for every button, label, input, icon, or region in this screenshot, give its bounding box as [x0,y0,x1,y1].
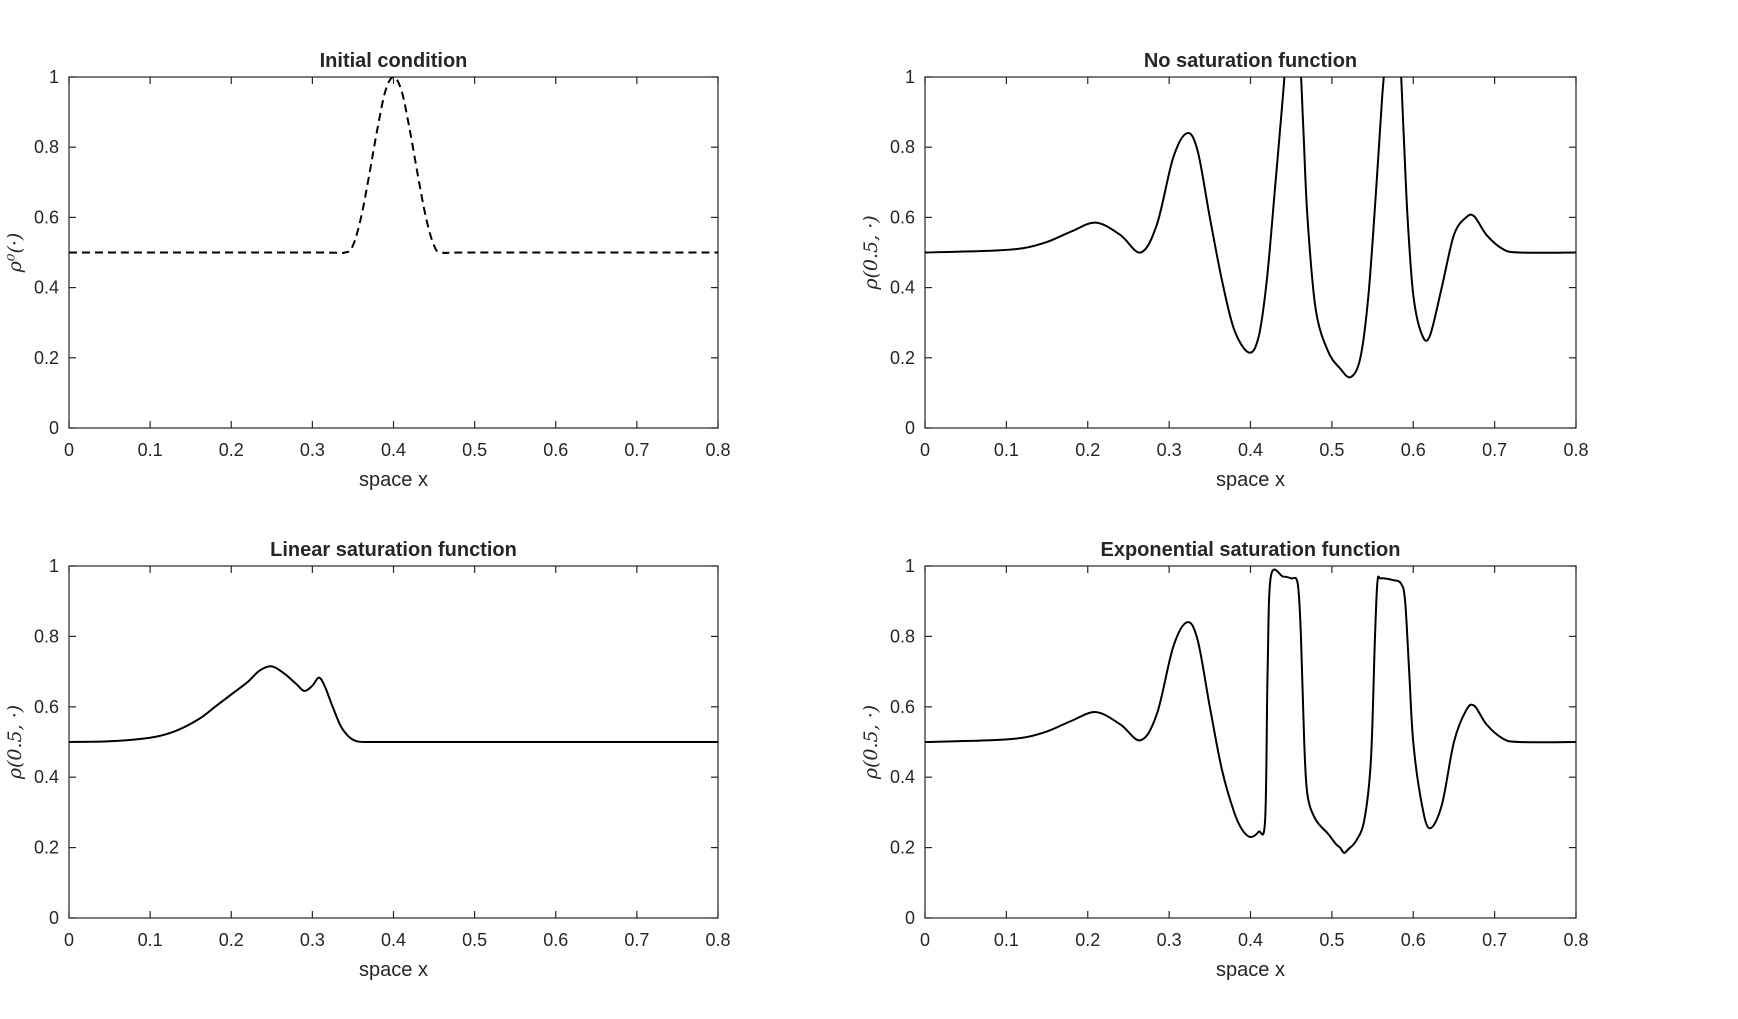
chart-panel-2: 0 0.1 0.2 0.3 0.4 0.5 0.6 0.7 0.8 0 0.2 0.4 0.6 0.8 1 N… [860,50,1589,491]
x-tick-label: 0.6 [1401,440,1426,460]
y-tick-label: 0.8 [34,137,59,157]
y-tick-label: 0 [905,418,915,438]
y-tick-label: 0.6 [34,697,59,717]
x-tick-label: 0.1 [994,930,1019,950]
x-tick-label: 0.4 [1238,440,1263,460]
x-axis-label: space x [1216,469,1285,491]
y-axis-label: ρ⁰(·) [4,233,26,274]
x-tick-label: 0.2 [219,930,244,950]
y-tick-label: 1 [905,67,915,87]
x-tick-label: 0.2 [219,440,244,460]
x-tick-label: 0.7 [624,930,649,950]
x-tick-label: 0.5 [462,440,487,460]
x-tick-label: 0.8 [705,930,730,950]
y-tick-label: 1 [905,556,915,576]
y-tick-label: 1 [49,556,59,576]
y-axis-label: ρ(0.5, ·) [860,705,882,780]
y-tick-label: 0.2 [890,838,915,858]
chart-panel-1: 0 0.1 0.2 0.3 0.4 0.5 0.6 0.7 0.8 0 0.2 0.4 0.6 0.8 1 I… [4,50,731,491]
x-tick-label: 0.1 [994,440,1019,460]
x-tick-label: 0.8 [705,440,730,460]
x-tick-label: 0.6 [1401,930,1426,950]
chart-title: Linear saturation function [270,539,517,561]
series-line-1 [925,77,1576,379]
y-tick-label: 0.2 [890,348,915,368]
x-tick-label: 0.1 [138,930,163,950]
y-tick-label: 0.6 [890,697,915,717]
x-tick-label: 0 [64,930,74,950]
y-tick-label: 0.6 [34,207,59,227]
x-tick-label: 0 [920,440,930,460]
x-tick-label: 0.8 [1563,440,1588,460]
y-tick-label: 0.4 [890,767,915,787]
y-tick-label: 1 [49,67,59,87]
series-line-1 [69,77,718,255]
y-tick-label: 0.4 [34,278,59,298]
x-tick-label: 0 [64,440,74,460]
chart-panel-4: 0 0.1 0.2 0.3 0.4 0.5 0.6 0.7 0.8 0 0.2 0.4 0.6 0.8 1 E… [860,539,1589,981]
x-tick-label: 0.3 [300,440,325,460]
x-tick-label: 0.7 [1482,930,1507,950]
x-axis-label: space x [359,469,428,491]
x-tick-label: 0.6 [543,440,568,460]
axes-box [924,76,1577,429]
x-tick-label: 0.3 [300,930,325,950]
y-tick-label: 0.2 [34,838,59,858]
x-tick-label: 0.2 [1075,440,1100,460]
y-tick-label: 0.8 [34,626,59,646]
x-tick-label: 0.5 [1319,440,1344,460]
chart-title: Exponential saturation function [1100,539,1400,561]
y-tick-label: 0.8 [890,137,915,157]
x-tick-label: 0.3 [1157,440,1182,460]
chart-panel-3: 0 0.1 0.2 0.3 0.4 0.5 0.6 0.7 0.8 0 0.2 0.4 0.6 0.8 1 L… [4,539,731,981]
x-axis-label: space x [1216,959,1285,981]
y-tick-label: 0 [49,908,59,928]
x-tick-label: 0.5 [1319,930,1344,950]
x-tick-label: 0.5 [462,930,487,950]
x-tick-label: 0.3 [1157,930,1182,950]
y-tick-label: 0.8 [890,626,915,646]
series-line-1 [925,568,1576,854]
x-tick-label: 0.8 [1563,930,1588,950]
chart-title: Initial condition [320,50,468,72]
x-tick-label: 0.2 [1075,930,1100,950]
x-tick-label: 0.7 [1482,440,1507,460]
y-tick-label: 0 [49,418,59,438]
y-tick-label: 0.2 [34,348,59,368]
x-tick-label: 0.7 [624,440,649,460]
x-tick-label: 0.4 [381,440,406,460]
y-axis-label: ρ(0.5, ·) [4,705,26,780]
x-tick-label: 0 [920,930,930,950]
x-tick-label: 0.4 [381,930,406,950]
x-axis-label: space x [359,959,428,981]
y-tick-label: 0.4 [34,767,59,787]
y-axis-label: ρ(0.5, ·) [860,215,882,290]
y-tick-label: 0.4 [890,278,915,298]
y-tick-label: 0.6 [890,207,915,227]
series-line-1 [69,665,718,744]
x-tick-label: 0.1 [138,440,163,460]
y-tick-label: 0 [905,908,915,928]
chart-title: No saturation function [1144,50,1357,72]
x-tick-label: 0.4 [1238,930,1263,950]
axes-box [924,565,1577,919]
x-tick-label: 0.6 [543,930,568,950]
